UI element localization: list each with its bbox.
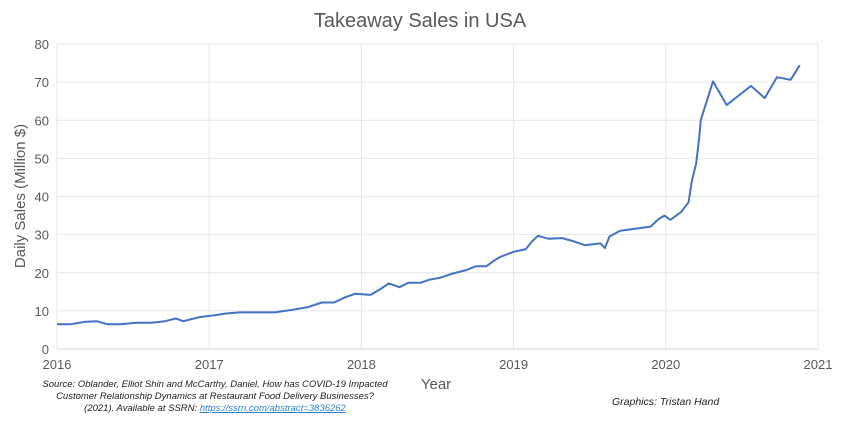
y-tick-label: 50 [35,151,49,166]
gridlines [56,43,819,350]
y-tick-label: 60 [35,113,49,128]
y-tick-label: 30 [35,228,49,243]
y-tick-label: 10 [35,304,49,319]
series-line [57,64,801,326]
y-tick-labels: 0 10 20 30 40 50 60 70 80 [35,37,49,357]
y-tick-label: 80 [35,37,49,52]
x-tick-label: 2018 [347,357,376,372]
x-axis-label: Year [421,376,451,393]
source-note: Source: Oblander, Elliot Shin and McCart… [40,379,390,415]
source-link[interactable]: https://ssrn.com/abstract=3836262 [199,403,346,414]
x-tick-label: 2017 [195,357,224,372]
x-tick-label: 2020 [651,357,680,372]
x-tick-label: 2021 [804,357,833,372]
chart-title: Takeaway Sales in USA [314,10,527,32]
graphics-credit: Graphics: Tristan Hand [612,396,720,408]
y-tick-label: 0 [42,342,49,357]
x-tick-label: 2016 [43,357,72,372]
y-tick-label: 20 [35,266,49,281]
source-text: Source: Oblander, Elliot Shin and McCart… [42,379,388,414]
x-tick-labels: 2016 2017 2018 2019 2020 2021 [43,357,833,372]
y-tick-label: 40 [35,190,49,205]
x-tick-label: 2019 [499,357,528,372]
y-tick-label: 70 [35,75,49,90]
y-axis-label: Daily Sales (Million $) [12,124,29,268]
